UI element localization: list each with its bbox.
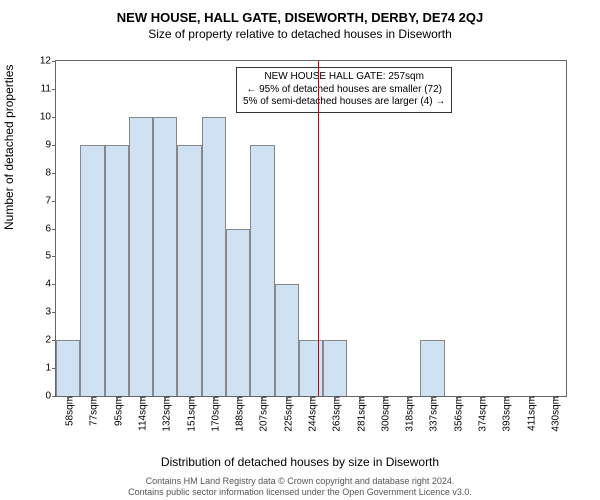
x-tick-label: 430sqm (546, 396, 561, 432)
x-tick-label: 374sqm (474, 396, 489, 432)
x-tick-label: 58sqm (61, 396, 76, 426)
x-tick-mark (92, 396, 93, 400)
x-tick-mark (554, 396, 555, 400)
histogram-bar (250, 145, 274, 396)
x-tick-mark (238, 396, 239, 400)
x-tick-mark (214, 396, 215, 400)
y-tick-mark (52, 256, 56, 257)
x-tick-label: 411sqm (522, 396, 537, 431)
x-tick-mark (117, 396, 118, 400)
x-tick-mark (408, 396, 409, 400)
x-tick-mark (335, 396, 336, 400)
y-axis-label: Number of detached properties (2, 65, 16, 230)
y-tick-mark (52, 89, 56, 90)
x-tick-mark (141, 396, 142, 400)
x-tick-mark (287, 396, 288, 400)
footer-line1: Contains HM Land Registry data © Crown c… (0, 476, 600, 487)
y-tick-mark (52, 312, 56, 313)
plot-area: NEW HOUSE HALL GATE: 257sqm ← 95% of det… (55, 60, 567, 397)
y-tick-mark (52, 117, 56, 118)
y-tick-mark (52, 396, 56, 397)
histogram-bar (177, 145, 201, 396)
footer-attribution: Contains HM Land Registry data © Crown c… (0, 476, 600, 498)
annotation-line2: ← 95% of detached houses are smaller (72… (243, 84, 445, 97)
x-tick-mark (190, 396, 191, 400)
histogram-bar (129, 117, 153, 396)
x-tick-mark (165, 396, 166, 400)
y-tick-mark (52, 201, 56, 202)
x-tick-mark (360, 396, 361, 400)
y-tick-mark (52, 61, 56, 62)
x-tick-mark (530, 396, 531, 400)
x-tick-label: 300sqm (376, 396, 391, 432)
x-tick-mark (68, 396, 69, 400)
chart-title-main: NEW HOUSE, HALL GATE, DISEWORTH, DERBY, … (0, 0, 600, 25)
x-tick-label: 170sqm (206, 396, 221, 432)
histogram-bar (56, 340, 80, 396)
histogram-bar (202, 117, 226, 396)
histogram-bar (80, 145, 104, 396)
histogram-bar (299, 340, 323, 396)
x-axis-label: Distribution of detached houses by size … (0, 455, 600, 469)
x-tick-label: 114sqm (134, 396, 149, 431)
histogram-bar (323, 340, 347, 396)
x-tick-label: 356sqm (449, 396, 464, 432)
y-tick-mark (52, 284, 56, 285)
chart-title-sub: Size of property relative to detached ho… (0, 25, 600, 41)
annotation-box: NEW HOUSE HALL GATE: 257sqm ← 95% of det… (236, 67, 452, 113)
x-tick-label: 393sqm (498, 396, 513, 432)
x-tick-mark (311, 396, 312, 400)
footer-line2: Contains public sector information licen… (0, 487, 600, 498)
x-tick-label: 281sqm (352, 396, 367, 432)
annotation-line3: 5% of semi-detached houses are larger (4… (243, 96, 445, 109)
x-tick-mark (505, 396, 506, 400)
reference-line (318, 61, 319, 396)
y-tick-mark (52, 229, 56, 230)
x-tick-mark (481, 396, 482, 400)
x-tick-label: 151sqm (182, 396, 197, 432)
x-tick-label: 95sqm (109, 396, 124, 426)
histogram-bar (105, 145, 129, 396)
x-tick-label: 188sqm (231, 396, 246, 432)
x-tick-mark (262, 396, 263, 400)
histogram-bar (275, 284, 299, 396)
x-tick-label: 132sqm (158, 396, 173, 432)
x-tick-label: 318sqm (401, 396, 416, 432)
x-tick-label: 337sqm (425, 396, 440, 432)
histogram-bar (153, 117, 177, 396)
x-tick-label: 225sqm (279, 396, 294, 432)
y-tick-mark (52, 173, 56, 174)
histogram-bar (420, 340, 444, 396)
x-tick-mark (384, 396, 385, 400)
histogram-bar (226, 229, 250, 397)
x-tick-label: 207sqm (255, 396, 270, 432)
x-tick-label: 77sqm (85, 396, 100, 426)
x-tick-label: 263sqm (328, 396, 343, 432)
x-tick-mark (432, 396, 433, 400)
annotation-line1: NEW HOUSE HALL GATE: 257sqm (243, 71, 445, 84)
x-tick-label: 244sqm (304, 396, 319, 432)
chart-container: NEW HOUSE, HALL GATE, DISEWORTH, DERBY, … (0, 0, 600, 500)
y-tick-mark (52, 145, 56, 146)
x-tick-mark (457, 396, 458, 400)
